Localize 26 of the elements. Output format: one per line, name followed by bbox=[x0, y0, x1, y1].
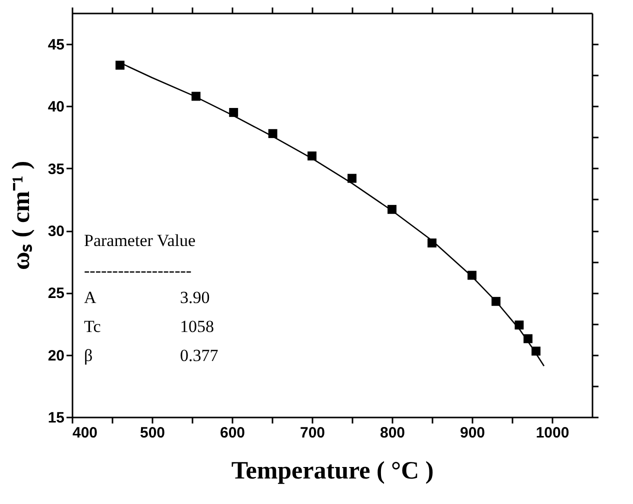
y-tick-label: 25 bbox=[48, 285, 64, 302]
annotation: ------------------- bbox=[84, 261, 192, 280]
y-axis-title: ωₛ ( cm⁻¹ ) bbox=[8, 160, 35, 270]
x-tick-label: 400 bbox=[72, 424, 98, 442]
x-axis-title: Temperature ( °C ) bbox=[231, 458, 434, 484]
point bbox=[348, 174, 356, 183]
y-tick-label: 20 bbox=[48, 347, 64, 364]
point bbox=[116, 60, 124, 70]
x-tick-label: 900 bbox=[460, 424, 486, 442]
x-tick-label: 800 bbox=[380, 424, 406, 442]
x-tick-label: 1000 bbox=[536, 424, 570, 442]
y-tick-label: 15 bbox=[48, 410, 64, 426]
annotation: 0.377 bbox=[180, 346, 219, 365]
annotation: 1058 bbox=[180, 317, 214, 336]
annotation: Parameter Value bbox=[84, 231, 196, 250]
y-tick-label: 45 bbox=[48, 36, 64, 54]
y-tick-label: 40 bbox=[48, 98, 64, 116]
x-tick-label: 700 bbox=[300, 424, 326, 442]
x-tick-label: 600 bbox=[220, 424, 246, 442]
y-tick-label: 35 bbox=[48, 160, 64, 178]
annotation: β bbox=[84, 346, 93, 365]
annotation: A bbox=[84, 288, 97, 307]
annotation: 3.90 bbox=[180, 288, 210, 307]
x-tick-label: 500 bbox=[140, 424, 166, 442]
y-tick-label: 30 bbox=[48, 223, 64, 240]
annotation: Tc bbox=[84, 317, 102, 336]
